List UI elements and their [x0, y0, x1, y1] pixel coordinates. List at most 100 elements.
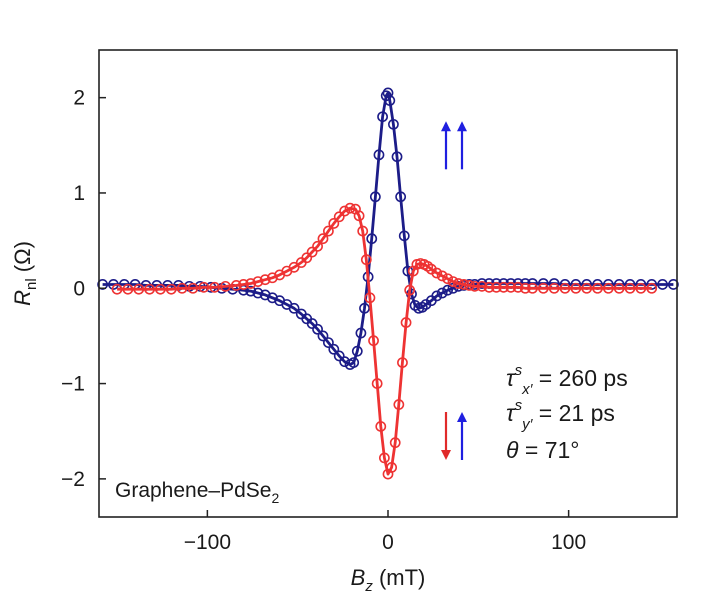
data-point [400, 317, 412, 328]
data-point [187, 282, 199, 294]
y-axis-label-sub: nl [23, 278, 40, 290]
data-point [436, 287, 448, 299]
data-point [230, 280, 242, 291]
data-point [384, 95, 396, 106]
data-point [176, 282, 188, 294]
data-point [317, 233, 329, 245]
arrow-up-icon [457, 411, 467, 460]
data-point [391, 151, 403, 163]
data-point [245, 285, 257, 297]
data-point [375, 421, 387, 432]
data-point [498, 281, 509, 293]
arrow-legend [441, 121, 467, 460]
data-point [97, 279, 109, 290]
data-point [393, 399, 405, 410]
data-point [505, 281, 517, 293]
data-point [436, 270, 448, 282]
data-point [389, 437, 401, 449]
data-point [245, 278, 257, 289]
data-point [458, 279, 470, 290]
data-point [252, 276, 264, 287]
data-point [431, 290, 443, 302]
data-point [469, 280, 481, 292]
data-point [657, 279, 668, 290]
data-point [111, 283, 123, 295]
data-point [301, 252, 313, 264]
y-tick-label: 0 [73, 277, 85, 300]
data-point [548, 282, 560, 294]
data-point [333, 211, 345, 223]
data-point [266, 272, 278, 284]
data-point [288, 302, 300, 314]
data-point [144, 283, 155, 295]
y-tick-label: 2 [73, 87, 85, 110]
series-layer [97, 87, 679, 480]
series-1 [111, 202, 658, 480]
data-point [133, 283, 145, 295]
data-point [512, 281, 524, 293]
data-point [259, 274, 271, 286]
data-point [328, 343, 340, 355]
data-point [624, 282, 636, 294]
x-axis-label: Bz (mT) [351, 565, 426, 595]
data-point [442, 273, 454, 285]
data-point [570, 282, 582, 294]
data-point [537, 282, 549, 294]
data-point [613, 282, 625, 294]
data-point [463, 280, 475, 291]
data-point [442, 284, 454, 296]
data-point [333, 350, 345, 362]
data-point [369, 191, 381, 203]
data-point [339, 205, 351, 217]
data-point [360, 254, 372, 266]
annotation-tau-x-symbol: τ [506, 365, 516, 391]
data-point [165, 283, 177, 295]
data-point [368, 335, 379, 347]
data-point [198, 281, 210, 293]
data-point [328, 218, 340, 229]
data-point [266, 292, 278, 304]
fit-line [117, 206, 652, 476]
data-point [306, 318, 318, 329]
annotation-theta-value: = 71° [518, 437, 579, 463]
data-point [353, 210, 365, 222]
data-point [322, 225, 334, 237]
data-point [344, 202, 356, 214]
data-point [371, 378, 383, 389]
data-point [306, 246, 318, 258]
data-point [355, 327, 367, 339]
data-point [395, 191, 407, 203]
data-point [378, 452, 390, 464]
arrow-down-icon [441, 411, 451, 460]
data-point [404, 284, 416, 296]
ticks-layer: −100 0 100 −2 −1 0 1 2 [61, 87, 586, 554]
y-tick-label: −1 [61, 373, 85, 396]
sample-label: Graphene–PdSe2 [115, 479, 279, 506]
x-tick-label: 0 [382, 531, 394, 554]
data-point [490, 281, 502, 293]
sample-label-main: Graphene–PdSe [115, 479, 271, 502]
annotation-theta: θ = 71° [506, 437, 579, 463]
x-axis-label-sub: z [364, 578, 373, 595]
annotation-tau-y-sup: s [515, 397, 523, 414]
data-point [364, 292, 376, 304]
data-point [220, 280, 231, 292]
data-point [357, 225, 369, 237]
data-point [322, 337, 334, 348]
series-0 [97, 87, 679, 370]
data-point [382, 87, 394, 99]
data-point [377, 111, 388, 123]
annotation-tau-y-value: = 21 ps [532, 400, 614, 426]
data-point [602, 282, 614, 294]
data-point [519, 282, 531, 294]
data-point [646, 279, 658, 290]
data-point [386, 462, 398, 473]
x-tick-label: −100 [184, 531, 231, 554]
data-point [373, 149, 385, 161]
data-point [348, 357, 360, 369]
annotation-tau-x-value: = 260 ps [532, 365, 627, 391]
y-tick-label: 1 [73, 182, 85, 205]
data-point [359, 302, 370, 314]
annotation-tau-y: τs y′ = 21 ps [506, 397, 615, 433]
data-point [312, 323, 323, 335]
